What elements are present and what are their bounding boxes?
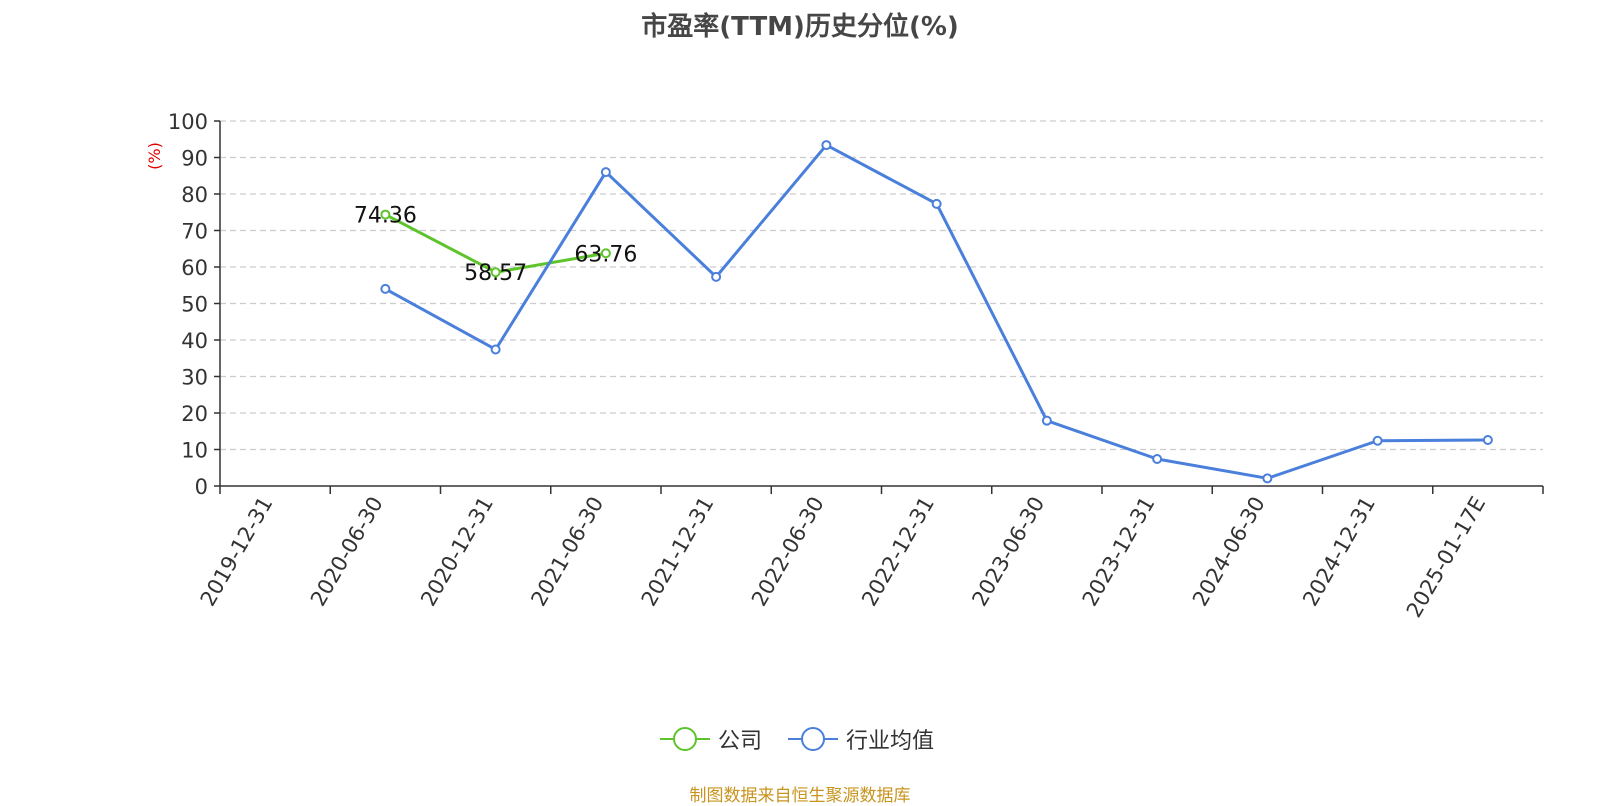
y-tick-label: 30 [181, 366, 208, 390]
y-tick-label: 40 [181, 329, 208, 353]
data-point[interactable] [1372, 435, 1383, 446]
legend-label-company: 公司 [718, 729, 763, 754]
x-tick-labels: 2019-12-31 2020-06-30 2020-12-31 2021-06-30… [196, 493, 1491, 622]
x-tick-label: 2019-12-31 [196, 493, 278, 611]
axes [214, 120, 1544, 494]
x-tick-label: 2021-12-31 [637, 493, 719, 611]
y-tick-label: 100 [168, 110, 208, 134]
source-note: 制图数据来自恒生聚源数据库 [689, 786, 911, 806]
legend-item-company[interactable]: 公司 [660, 721, 762, 757]
y-tick-label: 10 [181, 439, 208, 463]
data-label: 58.57 [464, 261, 527, 286]
data-label: 63.76 [574, 242, 637, 267]
data-point[interactable] [600, 167, 611, 178]
y-tick-labels: 0 10 20 30 40 50 60 70 80 90 100 [168, 110, 208, 499]
chart-title: 市盈率(TTM)历史分位(%) [641, 12, 959, 42]
data-point[interactable] [380, 283, 391, 294]
data-point[interactable] [490, 344, 501, 355]
data-label: 74.36 [354, 204, 417, 229]
data-point[interactable] [600, 248, 611, 259]
y-tick-label: 0 [195, 475, 208, 499]
x-tick-label: 2021-06-30 [526, 493, 608, 611]
x-tick-label: 2025-01-17E [1402, 493, 1490, 622]
legend-line-circle-icon [660, 727, 710, 751]
y-tick-label: 60 [181, 256, 208, 280]
data-point[interactable] [931, 198, 942, 209]
grid-lines [220, 120, 1543, 451]
data-point[interactable] [380, 209, 391, 220]
legend: 公司 行业均值 [0, 721, 1600, 757]
y-tick-label: 80 [181, 183, 208, 207]
data-point[interactable] [711, 271, 722, 282]
series-line-1 [384, 143, 1488, 480]
legend-label-industry-average: 行业均值 [846, 729, 935, 754]
y-tick-label: 20 [181, 402, 208, 426]
data-point[interactable] [821, 140, 832, 151]
data-point[interactable] [1152, 453, 1163, 464]
x-tick-label: 2022-06-30 [747, 493, 829, 611]
legend-line-circle-icon [788, 727, 838, 751]
y-tick-label: 70 [181, 220, 208, 244]
legend-item-industry-average[interactable]: 行业均值 [788, 721, 934, 757]
data-point[interactable] [1041, 415, 1052, 426]
x-tick-label: 2024-12-31 [1298, 493, 1380, 611]
y-tick-label: 50 [181, 293, 208, 317]
data-point[interactable] [1482, 435, 1493, 446]
x-tick-label: 2023-12-31 [1078, 493, 1160, 611]
y-axis-label: (%) [145, 142, 164, 170]
series [380, 140, 1493, 484]
x-tick-label: 2023-06-30 [967, 493, 1049, 611]
y-tick-label: 90 [181, 147, 208, 171]
x-tick-label: 2020-12-31 [416, 493, 498, 611]
data-point[interactable] [1262, 473, 1273, 484]
x-tick-label: 2020-06-30 [306, 493, 388, 611]
data-point[interactable] [490, 267, 501, 278]
data-labels: 74.36 58.57 63.76 [354, 204, 637, 287]
x-tick-label: 2024-06-30 [1188, 493, 1270, 611]
x-tick-label: 2022-12-31 [857, 493, 939, 611]
